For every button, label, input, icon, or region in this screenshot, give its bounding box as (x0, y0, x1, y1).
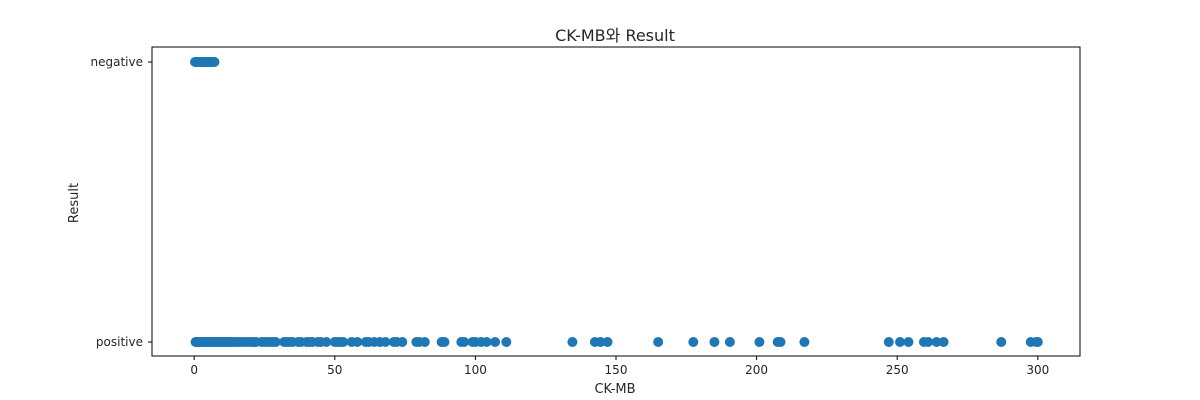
scatter-point (419, 337, 430, 347)
scatter-point (352, 337, 363, 347)
scatter-point (724, 337, 735, 347)
scatter-point (209, 57, 220, 67)
scatter-point (459, 337, 470, 347)
scatter-point (439, 337, 450, 347)
scatter-point (490, 337, 501, 347)
x-tick-label: 100 (464, 363, 487, 377)
scatter-point (338, 337, 349, 347)
scatter-point (923, 337, 934, 347)
scatter-point (931, 337, 942, 347)
scatter-point (595, 337, 606, 347)
scatter-point (775, 337, 786, 347)
data-points (190, 57, 1043, 347)
scatter-point (883, 337, 894, 347)
scatter-point (481, 337, 492, 347)
chart-title: CK-MB와 Result (555, 26, 675, 45)
scatter-point (270, 337, 281, 347)
x-tick-label: 300 (1026, 363, 1049, 377)
scatter-point (799, 337, 810, 347)
x-axis-label: CK-MB (594, 382, 635, 397)
scatter-point (567, 337, 578, 347)
x-tick-label: 50 (327, 363, 342, 377)
scatter-point (938, 337, 949, 347)
scatter-point (653, 337, 664, 347)
scatter-point (996, 337, 1007, 347)
x-tick-label: 0 (190, 363, 198, 377)
scatter-point (321, 337, 332, 347)
x-tick-label: 150 (605, 363, 628, 377)
scatter-point (754, 337, 765, 347)
scatter-point (602, 337, 613, 347)
x-tick-label: 250 (886, 363, 909, 377)
scatter-point (709, 337, 720, 347)
y-tick-label: negative (91, 55, 143, 69)
axes: 0 50 100 150 200 250 300 positive negative (91, 46, 1081, 377)
scatter-point (501, 337, 512, 347)
scatter-point (380, 337, 391, 347)
scatter-point (895, 337, 906, 347)
x-tick-label: 200 (745, 363, 768, 377)
scatter-point (903, 337, 914, 347)
scatter-point (397, 337, 408, 347)
scatter-point (1032, 337, 1043, 347)
scatter-point (688, 337, 699, 347)
plot-frame (151, 46, 1081, 357)
y-tick-label: positive (96, 335, 143, 349)
y-axis-label: Result (67, 183, 82, 223)
